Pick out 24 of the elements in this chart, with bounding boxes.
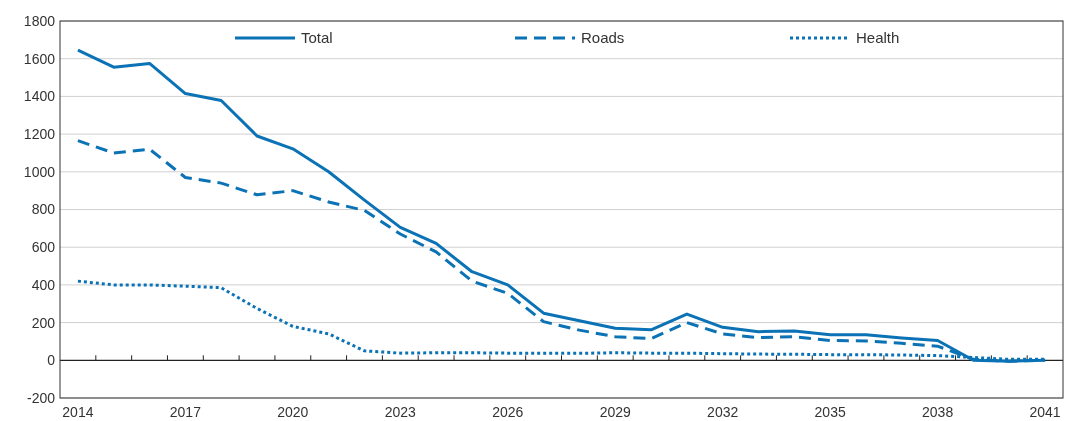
x-tick-label: 2014 <box>62 404 94 420</box>
y-tick-label: 800 <box>31 201 56 218</box>
x-tick-label: 2017 <box>169 404 202 420</box>
y-tick-label: 600 <box>31 239 56 256</box>
y-tick-label: 1000 <box>23 163 56 180</box>
x-tick-label: 2038 <box>922 404 954 420</box>
y-tick-label: 1200 <box>23 126 56 142</box>
legend-label: Roads <box>581 29 625 47</box>
y-tick-label: 1800 <box>23 12 56 29</box>
y-tick-label: 1400 <box>23 88 56 105</box>
x-tick-label: 2035 <box>814 404 846 420</box>
y-tick-label: 1600 <box>23 50 56 67</box>
y-tick-label: 200 <box>31 314 56 331</box>
x-tick-label: 2041 <box>1029 404 1061 420</box>
x-tick-label: 2020 <box>277 404 309 420</box>
x-tick-label: 2029 <box>599 404 632 420</box>
legend-label: Health <box>856 29 900 47</box>
x-tick-label: 2026 <box>492 404 524 420</box>
y-tick-label: 0 <box>47 352 56 369</box>
x-tick-label: 2023 <box>384 404 417 420</box>
x-tick-label: 2032 <box>707 404 739 420</box>
y-tick-label: -200 <box>26 389 56 406</box>
legend-label: Total <box>301 29 333 47</box>
y-tick-label: 400 <box>31 276 56 293</box>
